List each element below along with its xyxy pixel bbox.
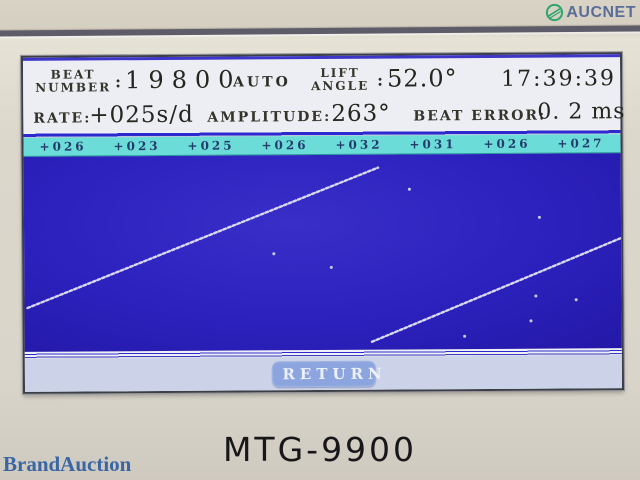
status-header: BEAT NUMBER : 19800 AUTO LIFT ANGLE : 52… xyxy=(22,54,626,133)
trace-dot xyxy=(529,319,533,323)
beat-mode-indicator: AUTO xyxy=(233,74,291,91)
lift-colon: : xyxy=(377,70,384,90)
trace-dot xyxy=(407,187,411,191)
timing-plot xyxy=(23,153,622,352)
trace-dot xyxy=(463,334,467,338)
beat-error-value: 0. 2 ms xyxy=(537,99,626,125)
timing-trace xyxy=(370,235,622,343)
tick-value: +026 xyxy=(483,136,531,152)
lift-angle-label: LIFT ANGLE xyxy=(305,66,375,94)
aucnet-circle-icon xyxy=(546,3,564,22)
tick-value: +032 xyxy=(335,137,383,152)
return-button[interactable]: RETURN xyxy=(271,360,387,387)
timing-trace xyxy=(26,166,380,310)
tick-value: +025 xyxy=(187,138,235,153)
lift-label-line2: ANGLE xyxy=(311,78,370,94)
rate-label: RATE: xyxy=(33,110,92,127)
rate-value: +025s/d xyxy=(89,101,194,129)
amplitude-value: 263° xyxy=(331,100,391,127)
tick-value: +031 xyxy=(409,137,457,152)
clock-display: 17:39:39 xyxy=(501,66,617,92)
tick-value: +026 xyxy=(261,138,309,153)
beat-error-label: BEAT ERROR: xyxy=(413,107,547,125)
amplitude-label: AMPLITUDE: xyxy=(207,108,332,126)
lift-angle-value: 52.0° xyxy=(387,64,458,93)
trace-dot xyxy=(574,298,578,302)
tick-value: +023 xyxy=(113,138,161,154)
aucnet-logo-text: AUCNET xyxy=(566,3,636,21)
beat-label-line2: NUMBER xyxy=(35,80,112,95)
beat-number-value: 19800 xyxy=(125,65,242,95)
tick-value: +026 xyxy=(39,139,87,154)
brand-auction-watermark: BrandAuction xyxy=(3,452,132,476)
bezel-stripe xyxy=(0,25,640,37)
beat-colon: : xyxy=(115,72,122,92)
aucnet-logo: AUCNET xyxy=(545,3,636,22)
trace-dot xyxy=(272,252,276,256)
beat-number-label: BEAT NUMBER xyxy=(33,67,113,95)
tick-value: +027 xyxy=(557,136,605,151)
lcd-screen: BEAT NUMBER : 19800 AUTO LIFT ANGLE : 52… xyxy=(20,52,626,394)
model-label: MTG-9900 xyxy=(222,430,418,469)
trace-dot xyxy=(534,294,538,298)
trace-dot xyxy=(329,265,333,269)
trace-dot xyxy=(537,215,541,219)
timing-plot-svg xyxy=(26,166,622,343)
button-bar: RETURN xyxy=(24,355,623,392)
